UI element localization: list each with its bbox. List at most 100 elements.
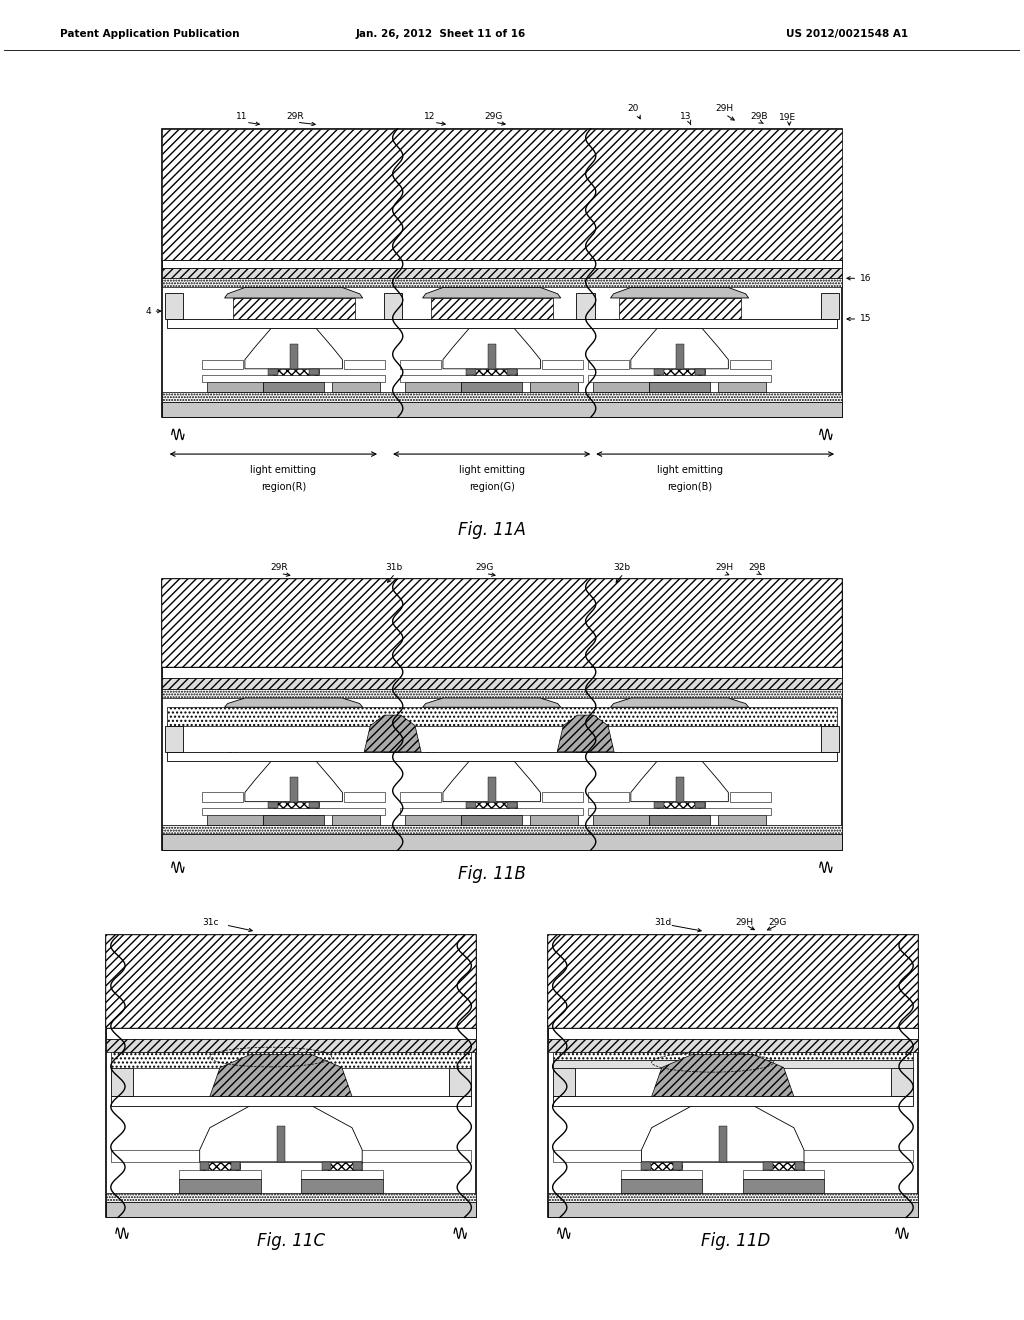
Bar (718, 381, 766, 392)
Bar (406, 814, 461, 825)
Polygon shape (610, 288, 749, 298)
Bar (111, 1052, 471, 1068)
Bar (167, 752, 837, 762)
Bar (309, 801, 319, 808)
Bar (654, 801, 665, 808)
Bar (431, 298, 553, 319)
Text: 13: 13 (680, 112, 691, 121)
Bar (162, 392, 842, 401)
Bar (384, 293, 401, 319)
Text: light emitting: light emitting (459, 465, 524, 475)
Bar (162, 129, 842, 260)
Bar (167, 708, 837, 726)
Text: 24: 24 (613, 752, 624, 760)
Bar (162, 279, 842, 288)
Text: 29H: 29H (715, 564, 733, 572)
Text: 29G: 29G (768, 917, 786, 927)
Bar (593, 381, 649, 392)
Bar (553, 1068, 574, 1097)
Text: 15: 15 (860, 314, 871, 323)
Text: 24: 24 (697, 1072, 709, 1081)
Text: Fig. 11D: Fig. 11D (700, 1232, 770, 1250)
Bar (268, 368, 279, 375)
Bar (202, 792, 243, 801)
Bar (400, 359, 441, 368)
Bar (593, 814, 649, 825)
Bar (622, 1171, 702, 1179)
Text: 29G: 29G (484, 112, 503, 121)
Bar (695, 368, 705, 375)
Bar (105, 1201, 476, 1217)
Bar (268, 801, 319, 808)
Bar (548, 1039, 919, 1052)
Bar (530, 814, 578, 825)
Bar (548, 1201, 919, 1217)
Text: Fig. 11B: Fig. 11B (458, 865, 525, 883)
Bar (105, 1192, 476, 1201)
Bar (466, 368, 517, 375)
Text: 29R: 29R (287, 112, 304, 121)
Text: 31c: 31c (202, 917, 219, 927)
Polygon shape (365, 715, 421, 752)
Bar (202, 359, 243, 368)
Text: 12: 12 (732, 1049, 743, 1059)
Bar (618, 298, 740, 319)
Bar (162, 678, 842, 689)
Bar (290, 345, 298, 368)
Bar (507, 801, 517, 808)
Polygon shape (631, 762, 728, 801)
Text: 31b: 31b (385, 564, 402, 572)
Bar (461, 814, 522, 825)
Text: 24: 24 (613, 319, 624, 329)
Bar (641, 1162, 682, 1171)
Bar (676, 345, 684, 368)
Text: 6: 6 (682, 337, 687, 346)
Bar (162, 268, 842, 279)
Text: region(B): region(B) (668, 482, 713, 492)
Bar (649, 381, 710, 392)
Bar (105, 1039, 476, 1052)
Text: US 2012/0021548 A1: US 2012/0021548 A1 (786, 29, 908, 40)
Bar (290, 776, 298, 801)
Text: light emitting: light emitting (656, 465, 723, 475)
Bar (165, 293, 183, 319)
Bar (162, 689, 842, 698)
Bar (487, 776, 496, 801)
Text: 19E: 19E (779, 114, 797, 123)
Bar (507, 368, 517, 375)
Bar (200, 1162, 241, 1171)
Bar (231, 1162, 241, 1171)
Text: region(G): region(G) (469, 482, 515, 492)
Bar (179, 1179, 261, 1192)
Bar (322, 1162, 362, 1171)
Text: 29G: 29G (475, 564, 494, 572)
Bar (466, 801, 476, 808)
Bar (553, 1150, 913, 1162)
Bar (111, 1068, 133, 1097)
Polygon shape (210, 1055, 352, 1097)
Polygon shape (641, 1106, 804, 1162)
Bar (543, 359, 583, 368)
Polygon shape (443, 762, 541, 801)
Bar (553, 1097, 913, 1106)
Text: Jan. 26, 2012  Sheet 11 of 16: Jan. 26, 2012 Sheet 11 of 16 (355, 29, 526, 40)
Bar (695, 801, 705, 808)
Bar (207, 381, 263, 392)
Bar (891, 1068, 913, 1097)
Bar (821, 293, 839, 319)
Bar (654, 368, 665, 375)
Bar (400, 375, 583, 381)
Bar (202, 375, 385, 381)
Bar (588, 375, 771, 381)
Bar (548, 936, 919, 1217)
Text: 29H: 29H (735, 917, 754, 927)
Bar (353, 1162, 362, 1171)
Bar (730, 359, 771, 368)
Bar (466, 368, 476, 375)
Bar (743, 1171, 824, 1179)
Text: 5: 5 (296, 337, 302, 346)
Bar (406, 381, 461, 392)
Bar (309, 368, 319, 375)
Bar (654, 801, 705, 808)
Bar (162, 401, 842, 417)
